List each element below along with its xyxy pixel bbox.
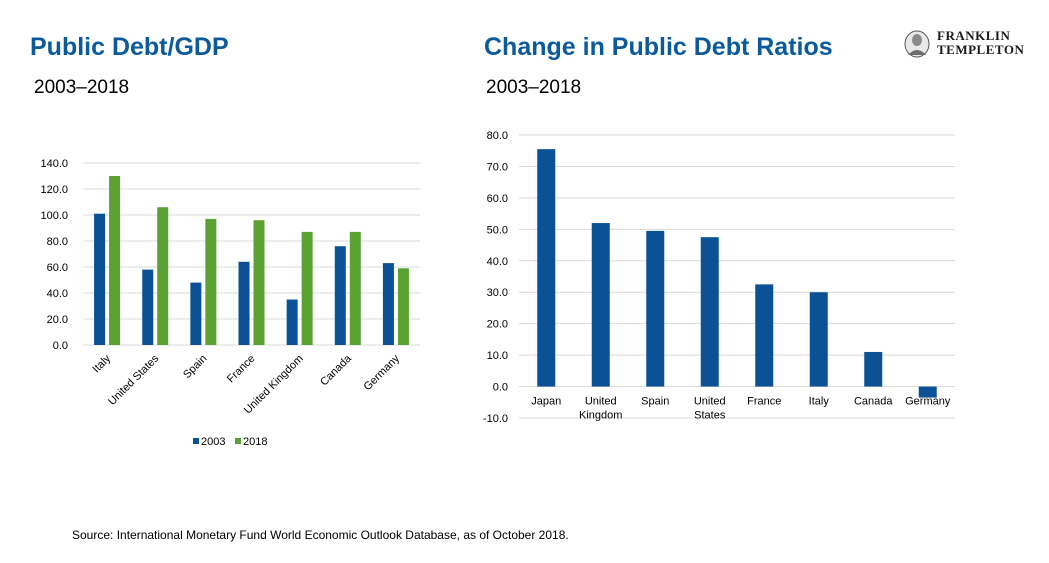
bar-change-united-kingdom	[591, 223, 610, 387]
y-tick-label: 70.0	[487, 161, 508, 173]
y-tick-label: 120.0	[40, 184, 68, 196]
y-tick-label: -10.0	[483, 413, 508, 425]
x-tick-label: France	[747, 396, 781, 408]
logo-text-templeton: TEMPLETON	[937, 42, 1025, 57]
y-tick-label: 80.0	[47, 236, 68, 248]
y-tick-label: 80.0	[487, 130, 508, 142]
bar-2003-france	[238, 261, 250, 345]
y-tick-label: 50.0	[487, 224, 508, 236]
x-tick-label: Canada	[854, 396, 893, 408]
legend-label-2018: 2018	[243, 436, 267, 448]
y-tick-label: 60.0	[487, 193, 508, 205]
x-tick-label: Germany	[905, 396, 951, 408]
y-tick-label: 10.0	[487, 350, 508, 362]
bar-2003-germany	[382, 263, 394, 345]
bar-2018-united-states	[157, 207, 169, 345]
x-tick-label: United	[585, 396, 617, 408]
bar-change-france	[755, 284, 774, 387]
bar-2018-spain	[205, 218, 217, 345]
y-tick-label: 30.0	[487, 287, 508, 299]
x-tick-label: United	[694, 396, 726, 408]
left-chart-title: Public Debt/GDP	[30, 33, 229, 61]
right-chart-subtitle: 2003–2018	[486, 77, 582, 98]
franklin-templeton-logo: FRANKLIN TEMPLETON	[903, 29, 1033, 59]
y-tick-label: 60.0	[47, 262, 68, 274]
bar-2018-italy	[109, 176, 121, 345]
bar-2003-spain	[190, 282, 202, 345]
bar-2003-united-states	[142, 269, 154, 345]
x-tick-label: Kingdom	[579, 410, 622, 422]
bar-2018-france	[253, 220, 265, 345]
logo-text-franklin: FRANKLIN	[937, 28, 1011, 43]
y-tick-label: 100.0	[40, 210, 68, 222]
y-tick-label: 40.0	[487, 256, 508, 268]
bar-change-spain	[646, 230, 665, 387]
franklin-portrait-icon	[904, 30, 930, 58]
bar-2003-united-kingdom	[286, 299, 298, 345]
bar-2003-italy	[94, 213, 106, 345]
bar-2018-canada	[349, 231, 361, 345]
y-tick-label: 0.0	[53, 340, 68, 352]
bar-change-italy	[809, 292, 828, 387]
right-chart-title: Change in Public Debt Ratios	[484, 33, 833, 61]
y-tick-label: 20.0	[47, 314, 68, 326]
legend-swatch-2003	[193, 438, 199, 444]
bar-2018-germany	[397, 268, 409, 345]
bar-change-japan	[537, 149, 556, 387]
bar-2018-united-kingdom	[301, 231, 313, 345]
y-tick-label: 0.0	[493, 382, 508, 394]
x-tick-label: Japan	[531, 396, 561, 408]
bar-2003-canada	[334, 246, 346, 345]
bar-change-canada	[864, 351, 883, 387]
x-tick-label: Spain	[641, 396, 669, 408]
y-tick-label: 140.0	[40, 158, 68, 170]
legend-label-2003: 2003	[201, 436, 225, 448]
x-tick-label: States	[694, 410, 726, 422]
legend-swatch-2018	[235, 438, 241, 444]
x-tick-label: Italy	[809, 396, 830, 408]
bar-change-germany	[918, 386, 937, 398]
y-tick-label: 40.0	[47, 288, 68, 300]
y-tick-label: 20.0	[487, 319, 508, 331]
bar-change-united-states	[700, 237, 719, 387]
source-note: Source: International Monetary Fund Worl…	[72, 528, 569, 542]
left-chart-subtitle: 2003–2018	[34, 77, 130, 98]
